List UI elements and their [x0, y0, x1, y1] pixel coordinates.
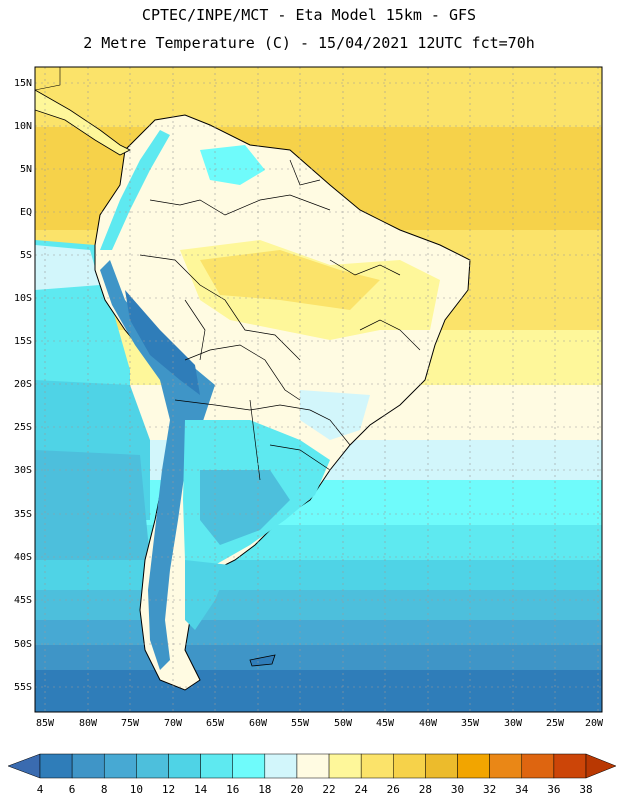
lon-label: 60W	[249, 718, 268, 729]
lat-label: EQ	[20, 207, 32, 218]
lat-label: 45S	[14, 595, 32, 606]
lat-label: 15S	[14, 336, 32, 347]
lon-label: 45W	[376, 718, 395, 729]
lon-label: 70W	[164, 718, 183, 729]
lat-label: 10N	[14, 121, 32, 132]
colorbar-swatch	[71, 753, 105, 779]
lon-label: 75W	[121, 718, 140, 729]
temperature-field	[35, 67, 602, 712]
colorbar-swatch	[553, 753, 587, 779]
lat-label: 15N	[14, 78, 32, 89]
lon-label: 40W	[419, 718, 438, 729]
colorbar-right-arrow	[585, 753, 617, 779]
colorbar-swatch	[489, 753, 523, 779]
lon-label: 85W	[36, 718, 55, 729]
lon-label: 35W	[461, 718, 480, 729]
lat-label: 20S	[14, 379, 32, 390]
lat-label: 10S	[14, 293, 32, 304]
longitude-labels: 85W 80W 75W 70W 65W 60W 55W 50W 45W 40W …	[36, 718, 604, 729]
colorbar-label: 32	[483, 783, 496, 796]
map-subtitle: 2 Metre Temperature (C) - 15/04/2021 12U…	[83, 34, 535, 52]
colorbar-label: 14	[194, 783, 208, 796]
colorbar-left-arrow	[7, 753, 41, 779]
colorbar-swatch	[360, 753, 394, 779]
colorbar-label: 26	[387, 783, 400, 796]
colorbar-label: 20	[290, 783, 303, 796]
colorbar-label: 36	[547, 783, 560, 796]
colorbar-swatch	[200, 753, 233, 779]
lat-label: 55S	[14, 682, 32, 693]
lon-label: 20W	[585, 718, 604, 729]
lat-label: 5S	[20, 250, 32, 261]
colorbar-swatch	[136, 753, 169, 779]
colorbar-swatch	[39, 753, 73, 779]
map-frame	[34, 66, 603, 713]
colorbar-label: 24	[355, 783, 369, 796]
lat-label: 40S	[14, 552, 32, 563]
colorbar-label: 8	[101, 783, 108, 796]
lon-label: 55W	[291, 718, 310, 729]
colorbar-swatch	[232, 753, 266, 779]
colorbar-label: 30	[451, 783, 464, 796]
lat-label: 25S	[14, 422, 32, 433]
colorbar-label: 34	[515, 783, 529, 796]
colorbar-label: 16	[226, 783, 239, 796]
lon-label: 30W	[504, 718, 523, 729]
colorbar-swatch	[425, 753, 458, 779]
lat-label: 50S	[14, 639, 32, 650]
colorbar-label: 18	[258, 783, 271, 796]
lon-label: 25W	[546, 718, 565, 729]
lat-label: 5N	[20, 164, 32, 175]
colorbar-swatch	[328, 753, 362, 779]
colorbar-swatch	[168, 753, 201, 779]
colorbar-swatch	[103, 753, 137, 779]
colorbar-label: 6	[69, 783, 76, 796]
colorbar-label: 22	[322, 783, 335, 796]
colorbar-swatch	[296, 753, 330, 779]
colorbar-label: 38	[579, 783, 592, 796]
colorbar-label: 12	[162, 783, 175, 796]
latitude-labels: 15N 10N 5N EQ 5S 10S 15S 20S 25S 30S 35S…	[14, 78, 32, 693]
colorbar-swatch	[521, 753, 555, 779]
colorbar-label: 28	[419, 783, 432, 796]
colorbar-swatch	[264, 753, 298, 779]
lat-label: 35S	[14, 509, 32, 520]
colorbar-label: 10	[130, 783, 143, 796]
lon-label: 50W	[334, 718, 353, 729]
lat-label: 30S	[14, 465, 32, 476]
lon-label: 80W	[79, 718, 98, 729]
gridlines	[35, 67, 602, 712]
colorbar-label: 4	[37, 783, 44, 796]
colorbar: 4 6 8 10 12 14 16 18 20 22 24 26 28 30 32 34 36 38	[7, 753, 617, 796]
lon-label: 65W	[206, 718, 225, 729]
colorbar-swatch	[457, 753, 490, 779]
colorbar-swatch	[393, 753, 426, 779]
map-title: CPTEC/INPE/MCT - Eta Model 15km - GFS	[141, 6, 477, 24]
